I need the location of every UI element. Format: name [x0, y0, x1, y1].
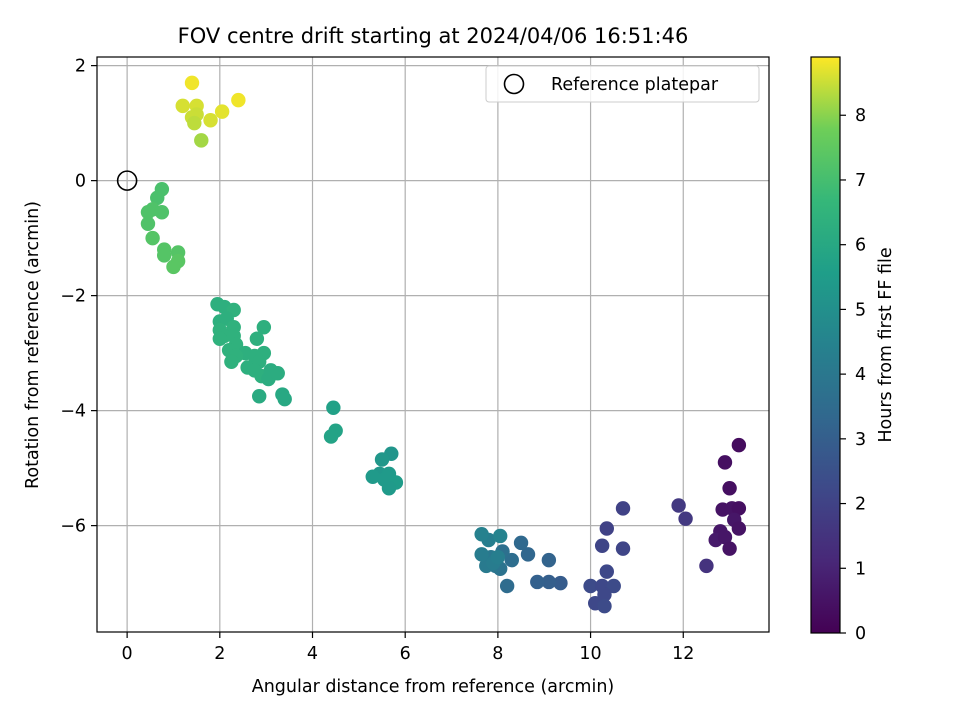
- data-point: [175, 98, 190, 114]
- colorbar-tick-label: 0: [855, 624, 866, 644]
- data-point: [615, 501, 631, 516]
- x-axis-ticks: 0 2 4 6 8 10 12: [122, 632, 694, 664]
- x-tick-label: 10: [579, 644, 601, 664]
- data-point: [214, 104, 230, 119]
- x-tick-label: 2: [214, 644, 225, 664]
- data-points: [140, 75, 747, 614]
- data-point: [541, 552, 557, 568]
- colorbar-tick-label: 6: [855, 236, 866, 256]
- data-point: [594, 538, 610, 553]
- y-tick-label: −2: [60, 287, 86, 307]
- data-point: [606, 578, 621, 594]
- data-point: [520, 547, 536, 562]
- data-point: [212, 331, 228, 346]
- data-point: [474, 547, 489, 562]
- data-point: [184, 75, 200, 91]
- colorbar-label: Hours from first FF file: [876, 247, 896, 442]
- reference-platepar-marker: [116, 170, 138, 191]
- data-point: [231, 92, 246, 108]
- data-point: [150, 190, 165, 206]
- colorbar-tick-label: 5: [855, 300, 866, 320]
- data-point: [140, 205, 156, 220]
- data-point: [140, 216, 156, 231]
- data-point: [187, 115, 202, 131]
- y-axis-label: Rotation from reference (arcmin): [23, 201, 43, 489]
- data-point: [166, 259, 181, 275]
- colorbar-tick-label: 4: [855, 365, 866, 385]
- grid-lines: [97, 57, 769, 632]
- plot-frame: [96, 56, 770, 633]
- colorbar-tick-label: 8: [855, 106, 866, 126]
- data-point: [252, 389, 267, 404]
- x-tick-label: 4: [307, 644, 318, 664]
- x-tick-label: 6: [400, 644, 411, 664]
- data-point: [493, 528, 508, 544]
- data-point: [731, 501, 747, 516]
- legend-entry-reference: Reference platepar: [551, 75, 719, 95]
- data-point: [270, 366, 285, 381]
- data-point: [157, 248, 172, 263]
- data-point: [194, 133, 209, 148]
- x-axis-label: Angular distance from reference (arcmin): [252, 677, 615, 697]
- data-point: [365, 469, 380, 484]
- data-point: [249, 331, 265, 346]
- data-point: [381, 481, 397, 496]
- x-tick-label: 0: [122, 644, 133, 664]
- data-point: [203, 113, 218, 128]
- legend: Reference platepar: [485, 65, 760, 103]
- data-point: [513, 535, 529, 551]
- data-point: [530, 574, 545, 590]
- y-tick-label: 2: [75, 57, 86, 77]
- colorbar-tick-label: 1: [855, 559, 866, 579]
- data-point: [256, 320, 272, 335]
- data-point: [722, 481, 737, 496]
- data-point: [599, 564, 614, 579]
- data-point: [717, 529, 733, 545]
- data-point: [499, 578, 515, 594]
- data-point: [599, 521, 614, 536]
- y-axis-ticks: 2 0 −2 −4 −6: [60, 57, 97, 537]
- data-point: [154, 205, 170, 220]
- data-point: [678, 511, 693, 526]
- data-point: [541, 574, 557, 590]
- colorbar-gradient: [810, 56, 841, 634]
- data-point: [671, 498, 686, 513]
- data-point: [474, 527, 489, 542]
- data-point: [731, 521, 747, 536]
- data-point: [490, 550, 506, 565]
- colorbar: 0 1 2 3 4 5 6 7 8 Hours from first FF file: [810, 56, 896, 644]
- data-point: [553, 575, 568, 591]
- data-point: [597, 598, 612, 614]
- data-point: [224, 354, 239, 369]
- data-point: [323, 429, 339, 444]
- data-point: [277, 391, 292, 407]
- data-point: [504, 552, 519, 568]
- data-point: [145, 230, 160, 246]
- y-tick-label: −6: [60, 517, 86, 537]
- x-tick-label: 12: [672, 644, 694, 664]
- y-tick-label: 0: [75, 172, 86, 192]
- data-point: [731, 437, 747, 453]
- legend-box: [485, 65, 760, 103]
- colorbar-tick-label: 7: [855, 171, 866, 191]
- data-point: [615, 541, 631, 556]
- data-point: [722, 541, 737, 556]
- colorbar-tick-label: 3: [855, 430, 866, 450]
- data-point: [326, 400, 341, 415]
- y-tick-label: −4: [60, 402, 86, 422]
- data-point: [583, 578, 598, 594]
- x-tick-label: 8: [492, 644, 503, 664]
- chart-title: FOV centre drift starting at 2024/04/06 …: [178, 24, 689, 48]
- data-point: [597, 587, 612, 602]
- data-point: [374, 452, 390, 467]
- colorbar-tick-label: 2: [855, 495, 866, 515]
- legend-marker-icon: [503, 73, 525, 95]
- data-point: [717, 455, 733, 470]
- colorbar-ticks: 0 1 2 3 4 5 6 7 8: [840, 106, 866, 644]
- data-point: [699, 558, 714, 574]
